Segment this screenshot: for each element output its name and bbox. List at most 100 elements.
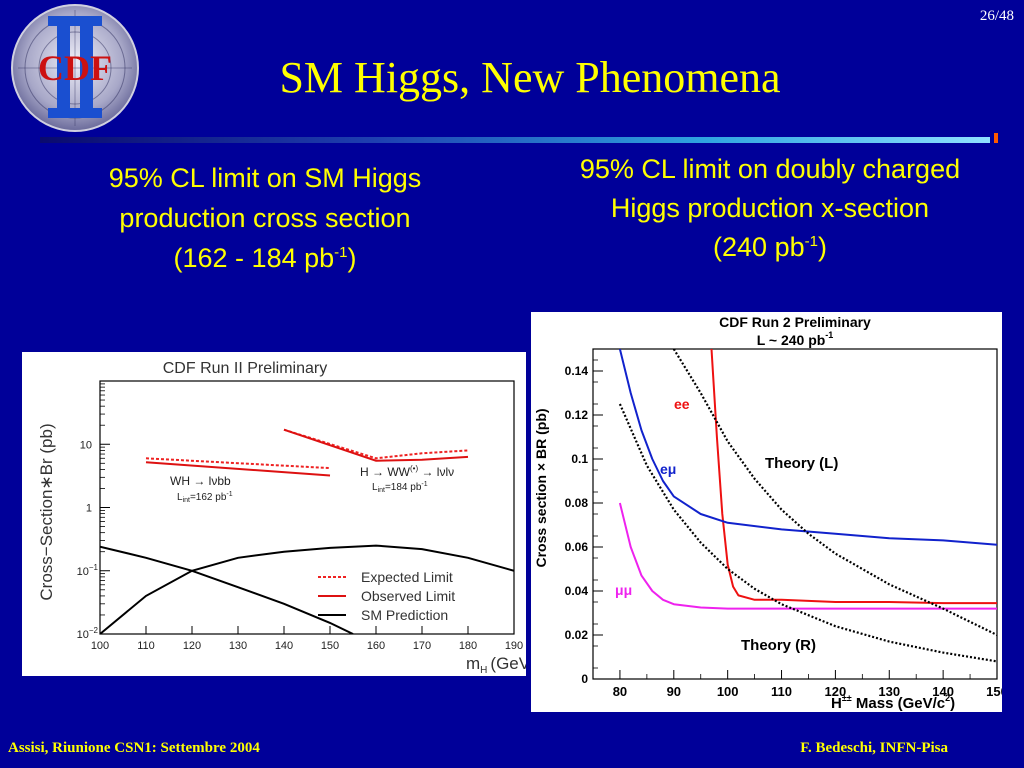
x-tick-label: 80 [613,684,627,699]
hww-lumi-annotation: Lint=184 pb-1 [372,481,428,494]
left-caption: 95% CL limit on SM Higgs production cros… [30,158,500,278]
series-sm-prediction [100,545,354,634]
series-expected-limit [283,428,469,460]
x-tick-label: 90 [667,684,681,699]
hww-lumi-post: =184 pb [385,482,422,493]
footer-event: Assisi, Riunione CSN1: Settembre 2004 [8,740,260,756]
left-caption-line: (162 - 184 pb-1) [30,238,500,278]
right-caption: 95% CL limit on doubly charged Higgs pro… [520,150,1020,267]
y-tick-label: 0.08 [565,496,589,510]
x-tick-label: 180 [459,640,477,652]
x-axis-label-main: m [466,654,480,673]
legend-expected: Expected Limit [361,569,453,585]
title-divider [40,137,990,143]
right-caption-line: 95% CL limit on doubly charged [579,154,961,184]
right-caption-lumi-exp: -1 [804,233,818,250]
x-tick-label: 120 [825,684,847,699]
series-theory-l [672,349,997,636]
y-tick-label: 10−1 [77,563,99,578]
y-tick-label: 1 [86,503,92,515]
x-tick-label: 110 [137,640,155,652]
series-observed-limit [283,428,469,462]
hww-sup: (•) [410,464,418,473]
x-axis-label-exp: 2 [945,693,950,703]
x-tick-label: 130 [878,684,900,699]
left-caption-close: ) [347,243,357,273]
series-ee [710,349,997,605]
subtitle-sup: -1 [825,330,833,340]
right-caption-line: (240 pb-1) [520,228,1020,267]
y-tick-label: 10−2 [77,626,99,641]
label-theory-r: Theory (R) [741,637,816,654]
chart-legend: Expected Limit Observed Limit SM Predict… [318,569,455,623]
x-axis-label-sub: H [480,665,487,676]
x-tick-label: 160 [367,640,385,652]
hww-lumi-sup: -1 [421,481,427,488]
x-axis-label-unit: (GeV) [490,654,526,673]
y-tick-label: 10 [80,439,92,451]
y-tick-label: 0 [581,672,588,686]
title-divider-accent [994,133,998,143]
chart-title: CDF Run 2 Preliminary [719,314,871,330]
right-caption-close: ) [817,232,827,262]
x-tick-label: 120 [183,640,201,652]
y-tick-label: 0.02 [565,628,589,642]
series-observed-limit [145,461,331,477]
plot-frame [592,348,998,680]
label-theory-l: Theory (L) [765,455,838,472]
x-tick-label: 170 [413,640,431,652]
subtitle-main: L ~ 240 pb [757,332,826,348]
x-axis-label-close: ) [950,695,955,712]
footer-author: F. Bedeschi, INFN-Pisa [800,740,948,756]
logo-text: CDF [38,48,112,88]
left-caption-lumi: (162 - 184 pb [173,243,335,273]
y-tick-label: 0.06 [565,540,589,554]
chart-title: CDF Run II Preliminary [163,360,327,377]
wh-lumi-sup: -1 [226,491,232,498]
x-axis-label-mass: Mass (GeV/c [852,695,945,712]
label-ee: ee [674,396,690,412]
y-tick-label: 0.1 [571,452,588,466]
x-tick-label: 100 [91,640,109,652]
wh-annotation: WH → lνbb [170,474,231,488]
y-tick-label: 0.14 [565,364,589,378]
wh-lumi-annotation: Lint=162 pb-1 [177,491,233,504]
y-axis-label: Cross section × BR (pb) [533,408,549,567]
hww-main: H → WW [360,465,411,479]
label-mumu: μμ [615,582,632,598]
series-theory-r [618,403,997,663]
series-mumu [618,502,997,610]
left-caption-line: production cross section [119,203,411,233]
x-tick-label: 150 [986,684,1002,699]
legend-sm: SM Prediction [361,607,448,623]
page-number: 26/48 [979,8,1014,24]
series-sm-prediction [100,544,514,634]
cdf-logo: CDF [8,2,142,134]
wh-lumi-post: =162 pb [190,492,227,503]
chart-subtitle: L ~ 240 pb-1 [757,330,834,348]
x-axis-label: mH(GeV) [466,654,526,676]
x-tick-label: 190 [505,640,523,652]
hww-after: → lνlν [418,465,454,479]
hww-lumi-pre: L [372,482,378,493]
y-tick-label: 0.12 [565,408,589,422]
right-caption-lumi: (240 pb [713,232,805,262]
x-axis-label: H±± Mass (GeV/c2) [831,693,955,712]
x-tick-label: 130 [229,640,247,652]
x-tick-label: 150 [321,640,339,652]
right-caption-line: Higgs production x-section [610,193,930,223]
series-emu [618,349,997,546]
y-tick-label: 0.04 [565,584,589,598]
x-tick-label: 140 [275,640,293,652]
left-caption-lumi-exp: -1 [334,244,348,261]
doubly-charged-higgs-chart: CDF Run 2 Preliminary L ~ 240 pb-1 80 90 1… [531,312,1008,712]
x-tick-label: 100 [717,684,739,699]
y-axis-label: Cross−Section∗Br (pb) [37,423,56,600]
x-axis-label-pm: ±± [842,693,852,703]
wh-lumi-sub: int [183,497,190,504]
series-expected-limit [145,457,331,470]
label-emu: eμ [660,461,676,477]
wh-lumi-pre: L [177,492,183,503]
hww-lumi-sub: int [378,487,385,494]
sm-higgs-limit-chart: CDF Run II Preliminary 100 110 120 130 140 15… [22,352,536,676]
